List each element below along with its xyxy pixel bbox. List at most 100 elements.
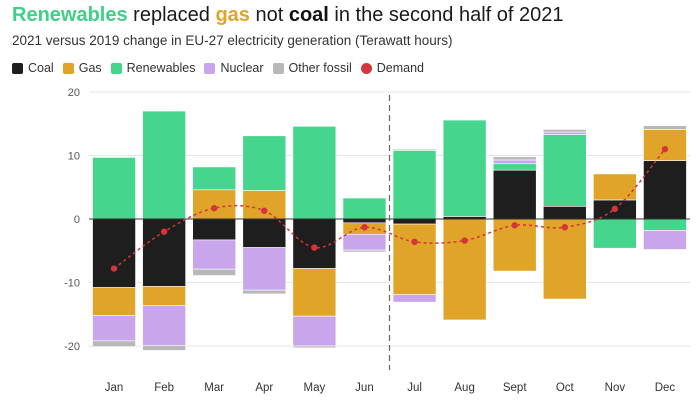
bar-gas-mar [192,189,237,220]
bar-gas-dec [643,129,687,161]
legend-label-coal: Coal [28,61,54,75]
bar-nuclear-may [292,315,337,347]
bar-nuclear-oct [542,131,587,135]
chart-title: Renewables replaced gas not coal in the … [12,4,564,27]
bar-coal-jun [342,218,387,224]
legend-swatch-other-fossil [272,62,284,74]
bar-renewables-jun [342,197,387,220]
bar-gas-feb [142,286,186,306]
demand-point-jun [361,224,368,231]
bar-nuclear-jul [392,294,437,303]
legend-swatch-coal [12,62,23,74]
bar-coal-mar [192,218,237,241]
legend-label-demand: Demand [376,61,424,75]
bar-coal-may [292,218,337,269]
bar-coal-jul [392,218,437,225]
bar-other-fossil-oct [542,129,587,133]
bar-other-fossil-aug [442,119,487,121]
demand-point-sept [511,222,518,229]
x-tick-label-aug: Aug [454,382,474,394]
legend-swatch-gas [62,62,74,74]
title-coal: coal [288,4,329,26]
y-tick-label--10: -10 [64,278,80,290]
bar-renewables-sept [492,163,537,171]
bar-renewables-apr [242,135,287,191]
bar-other-fossil-mar [192,268,237,276]
bar-nuclear-dec [643,230,687,250]
bar-renewables-jan [92,157,136,220]
legend-item-demand: Demand [360,61,424,75]
bar-coal-oct [542,206,587,220]
x-tick-label-dec: Dec [655,382,676,394]
title-renewables: Renewables [12,4,128,26]
legend-swatch-renewables [110,62,122,74]
bar-other-fossil-sept [492,156,537,161]
x-tick-label-nov: Nov [605,382,626,394]
y-tick-label--20: -20 [64,341,80,353]
demand-point-dec [661,145,669,153]
legend-item-nuclear: Nuclear [204,61,264,75]
demand-point-jul [411,238,418,246]
x-tick-label-oct: Oct [556,382,575,394]
bar-renewables-aug [442,119,487,217]
y-tick-label-0: 0 [74,214,80,226]
bar-other-fossil-jul [392,148,437,151]
legend-label-nuclear: Nuclear [220,61,264,75]
legend-swatch-demand [360,62,372,74]
legend-item-renewables: Renewables [110,61,196,75]
bar-coal-apr [242,218,287,248]
bar-gas-may [292,268,337,317]
x-tick-label-feb: Feb [154,382,174,394]
legend-item-coal: Coal [12,61,54,75]
bar-coal-sept [492,169,537,220]
x-tick-label-jun: Jun [355,382,374,394]
bar-renewables-mar [192,166,237,191]
legend-label-gas: Gas [78,61,102,75]
bar-nuclear-feb [142,305,186,346]
legend-label-other-fossil: Other fossil [288,61,352,75]
bar-nuclear-jun [342,233,387,251]
bar-coal-dec [643,160,687,220]
bar-nuclear-mar [192,239,237,270]
demand-point-may [311,244,318,251]
title-gas: gas [215,4,250,26]
legend: Coal Gas Renewables Nuclear Other fossil… [12,61,433,75]
legend-item-gas: Gas [62,61,102,75]
bar-nuclear-jan [92,315,136,342]
legend-item-other-fossil: Other fossil [272,61,352,75]
demand-point-mar [211,205,218,212]
bar-nuclear-sept [492,159,537,165]
demand-point-aug [461,237,468,244]
bar-gas-jul [392,223,437,295]
bar-renewables-oct [542,134,587,207]
bar-gas-jan [92,287,136,316]
bar-renewables-nov [593,218,637,249]
bar-gas-oct [542,218,587,300]
bar-other-fossil-dec [643,125,687,130]
bar-other-fossil-jan [92,340,136,347]
x-tick-label-jul: Jul [407,382,422,394]
title-part3: in the second half of 2021 [328,4,564,26]
bar-gas-nov [593,173,637,201]
bar-other-fossil-may [292,345,337,349]
bar-nuclear-apr [242,247,287,291]
bar-gas-apr [242,190,287,220]
bar-renewables-dec [643,218,687,231]
x-tick-label-jan: Jan [105,382,124,394]
bar-other-fossil-jun [342,249,387,253]
bar-coal-jan [92,218,136,288]
y-tick-label-10: 10 [68,151,80,163]
chart-subtitle: 2021 versus 2019 change in EU-27 electri… [12,33,453,48]
legend-label-renewables: Renewables [126,61,196,75]
legend-swatch-nuclear [204,62,216,74]
bar-other-fossil-feb [142,345,186,351]
demand-point-apr [261,207,268,214]
y-tick-label-20: 20 [68,87,80,99]
x-tick-label-mar: Mar [204,382,224,394]
x-tick-label-sept: Sept [503,382,527,394]
demand-point-feb [160,228,168,235]
x-tick-label-apr: Apr [255,382,273,394]
bar-gas-aug [442,218,487,321]
demand-point-jan [110,265,118,272]
